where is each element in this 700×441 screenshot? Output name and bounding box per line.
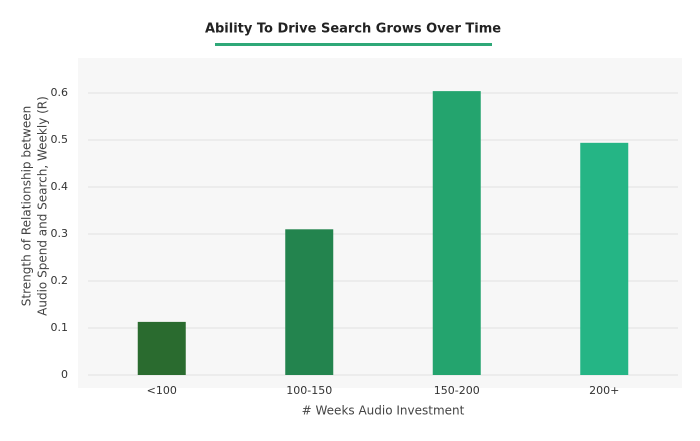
chart-title: Ability To Drive Search Grows Over Time	[205, 22, 501, 37]
x-tick-label: <100	[147, 384, 177, 397]
y-tick-label: 0.6	[51, 86, 69, 99]
y-tick-label: 0.1	[51, 321, 69, 334]
x-tick-label: 100-150	[286, 384, 332, 397]
y-axis-label: Strength of Relationship between	[20, 106, 34, 306]
x-tick-label: 150-200	[434, 384, 480, 397]
y-tick-label: 0.5	[51, 133, 69, 146]
bar	[580, 142, 629, 375]
x-axis-label: # Weeks Audio Investment	[302, 404, 465, 418]
title-underline	[215, 43, 492, 46]
x-tick-label: 200+	[589, 384, 619, 397]
y-tick-label: 0	[61, 368, 68, 381]
bar	[137, 321, 186, 375]
y-tick-label: 0.4	[51, 180, 69, 193]
y-tick-label: 0.2	[51, 274, 69, 287]
bar	[432, 91, 481, 376]
bar	[285, 229, 334, 375]
y-axis-label: Audio Spend and Search, Weekly (R)	[36, 96, 50, 316]
y-tick-label: 0.3	[51, 227, 69, 240]
